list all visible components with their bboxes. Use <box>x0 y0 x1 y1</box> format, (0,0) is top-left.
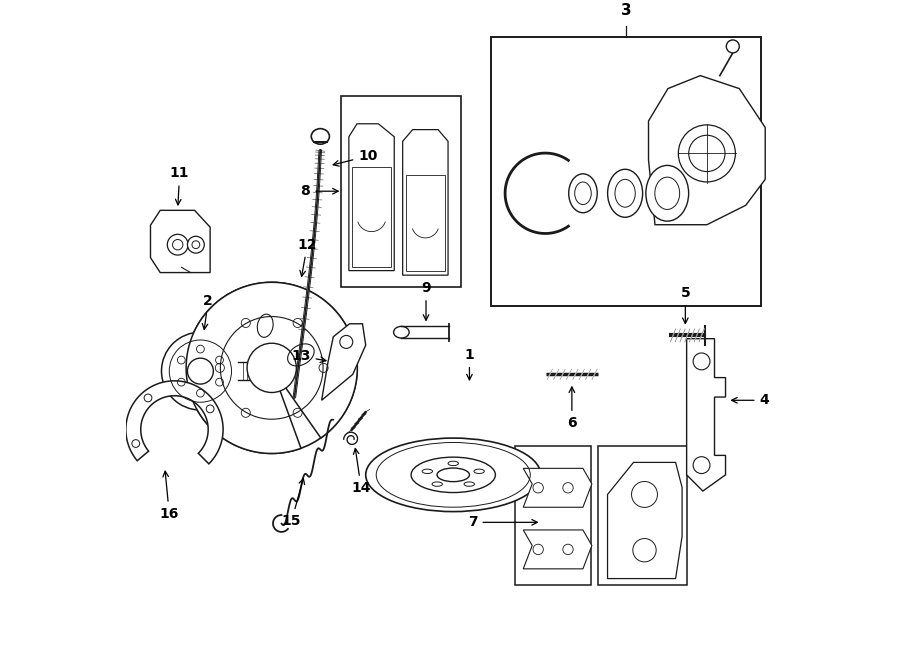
Ellipse shape <box>646 165 688 221</box>
Text: 16: 16 <box>159 471 179 521</box>
Text: 12: 12 <box>298 238 317 276</box>
Polygon shape <box>150 210 210 272</box>
Text: 11: 11 <box>170 167 189 205</box>
Ellipse shape <box>161 332 239 410</box>
Polygon shape <box>649 75 765 225</box>
Text: 5: 5 <box>680 286 690 323</box>
Text: 1: 1 <box>464 348 474 380</box>
Ellipse shape <box>411 457 495 492</box>
Text: 4: 4 <box>732 393 770 407</box>
Text: 3: 3 <box>621 3 631 18</box>
Bar <box>598 446 688 585</box>
Bar <box>352 167 391 268</box>
Text: 13: 13 <box>292 349 326 363</box>
Text: 8: 8 <box>301 184 338 198</box>
Text: 7: 7 <box>468 516 537 529</box>
Text: 2: 2 <box>202 294 213 329</box>
Text: 10: 10 <box>333 149 378 166</box>
Polygon shape <box>126 381 223 464</box>
Polygon shape <box>608 463 682 578</box>
Bar <box>491 37 760 306</box>
Bar <box>515 446 591 585</box>
Ellipse shape <box>726 40 739 53</box>
Ellipse shape <box>186 282 357 453</box>
Ellipse shape <box>679 125 735 182</box>
Ellipse shape <box>248 343 296 393</box>
Ellipse shape <box>167 234 188 255</box>
Ellipse shape <box>187 236 204 253</box>
Ellipse shape <box>608 169 643 217</box>
Polygon shape <box>523 530 592 569</box>
Bar <box>341 96 461 287</box>
Ellipse shape <box>365 438 541 512</box>
Text: 6: 6 <box>567 387 577 430</box>
Polygon shape <box>523 469 592 507</box>
Ellipse shape <box>311 129 329 144</box>
Text: 14: 14 <box>351 449 371 495</box>
Polygon shape <box>349 124 394 270</box>
Polygon shape <box>687 338 725 491</box>
Polygon shape <box>321 324 365 401</box>
Polygon shape <box>186 282 357 453</box>
Text: 9: 9 <box>421 281 431 321</box>
Text: 15: 15 <box>282 479 304 528</box>
Ellipse shape <box>393 327 410 338</box>
Ellipse shape <box>569 174 598 213</box>
Polygon shape <box>402 130 448 275</box>
Bar <box>406 175 445 271</box>
